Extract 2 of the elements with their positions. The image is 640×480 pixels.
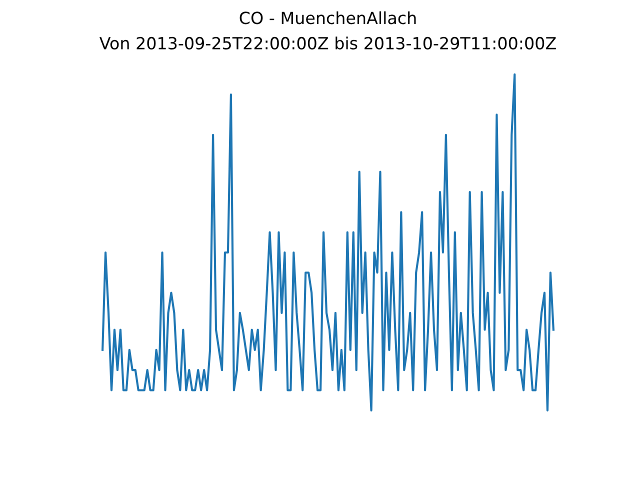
chart-title: CO - MuenchenAllach <box>240 11 416 24</box>
chart-subtitle: Von 2013-09-25T22:00:00Z bis 2013-10-29T11:00:00Z <box>99 36 556 50</box>
